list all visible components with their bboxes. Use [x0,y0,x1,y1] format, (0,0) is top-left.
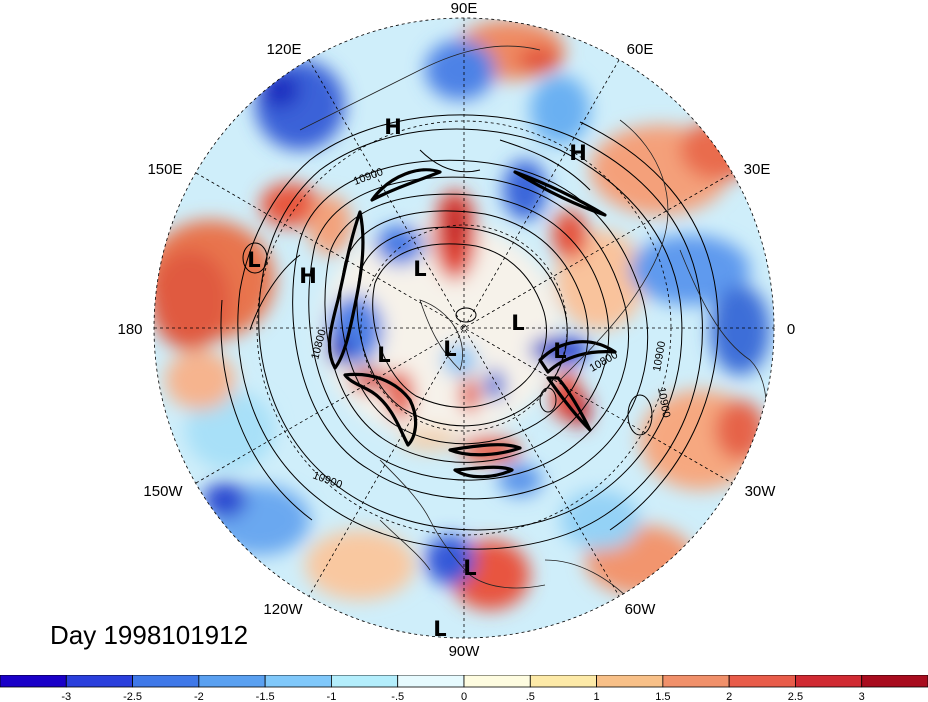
colorbar-labels: -3 -2.5 -2 -1.5 -1 -.5 0 .5 1 1.5 2 2.5 3 [61,691,864,702]
lon-label-90w: 90W [449,643,481,660]
low-marker: L [413,257,426,281]
lon-label-60e: 60E [627,41,654,58]
lon-label-0: 0 [787,321,795,338]
colorbar-box [728,675,796,688]
colorbar-box [397,675,465,688]
longitude-labels: 90E 60E 30E 0 30W 60W 90W 120W 150W 180 … [117,0,795,660]
colorbar-box [331,675,399,688]
low-marker: L [433,617,446,641]
lon-label-120w: 120W [263,601,303,618]
low-marker: L [247,248,260,272]
colorbar-box [0,675,67,688]
coastlines [299,45,767,601]
colorbar-box [861,675,928,688]
colorbar-tick-label: 1.5 [655,691,670,702]
pressure-centers: L L L L L L L L H H H [247,115,586,641]
high-marker: H [569,141,587,165]
contour-label: 10900 [651,340,668,372]
lon-label-90e: 90E [451,0,478,17]
height-contours [220,114,719,550]
colorbar-tick-label: -1 [327,691,337,702]
lon-label-30w: 30W [745,483,777,500]
day-label: Day 1998101912 [50,620,249,650]
low-marker: L [443,337,456,361]
colorbar-tick-label: -2 [194,691,204,702]
colorbar-box [132,675,200,688]
colorbar-tick-label: -2.5 [123,691,142,702]
colorbar-tick-label: 2 [726,691,732,702]
high-marker: H [384,115,402,139]
colorbar-box [463,675,531,688]
colorbar-tick-label: 0 [461,691,467,702]
colorbar-boxes [0,675,928,688]
lon-label-150e: 150E [147,161,182,178]
colorbar-box [662,675,730,688]
colorbar-box [795,675,863,688]
colorbar-tick-label: 1 [594,691,600,702]
lon-label-180: 180 [117,321,142,338]
graticule [153,17,775,639]
colorbar-box [65,675,133,688]
colorbar-box [198,675,266,688]
colorbar: -3 -2.5 -2 -1.5 -1 -.5 0 .5 1 1.5 2 2.5 3 [0,675,928,702]
colorbar-tick-label: -1.5 [256,691,275,702]
low-marker: L [377,343,390,367]
colorbar-box [264,675,332,688]
lon-label-120e: 120E [266,41,301,58]
colorbar-tick-label: .5 [526,691,535,702]
colorbar-box [596,675,664,688]
high-marker: H [299,264,317,288]
low-marker: L [511,311,524,335]
lon-label-60w: 60W [625,601,657,618]
colorbar-tick-label: 3 [859,691,865,702]
lon-label-150w: 150W [143,483,183,500]
colorbar-tick-label: 2.5 [788,691,803,702]
colorbar-tick-label: -.5 [391,691,404,702]
contour-label: 10900 [655,386,672,418]
colorbar-box [529,675,597,688]
colorbar-tick-label: -3 [61,691,71,702]
lon-label-30e: 30E [744,161,771,178]
low-marker: L [553,339,566,363]
low-marker: L [463,556,476,580]
